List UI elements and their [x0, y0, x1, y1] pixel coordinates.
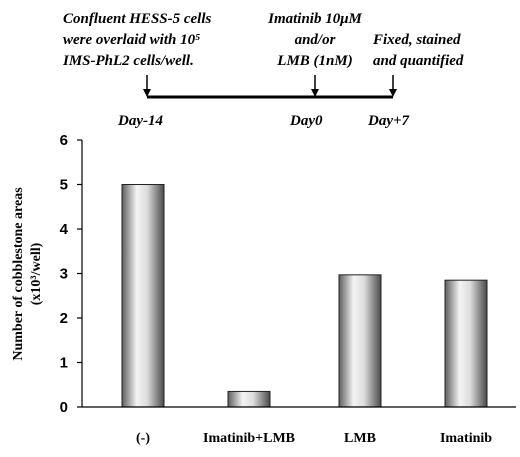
x-category-label: Imatinib+LMB: [203, 431, 295, 446]
x-category-label: LMB: [344, 431, 376, 446]
timeline-arrowhead-day-14: [143, 89, 151, 97]
x-category-label: (-): [136, 431, 150, 446]
note-seeding-line-3: IMS-PhL2 cells/well.: [62, 53, 194, 69]
y-tick-label: 5: [60, 177, 68, 194]
x-category-label: Imatinib: [440, 431, 492, 446]
y-axis-label-line-1: Number of cobblestone areas: [11, 187, 26, 361]
note-seeding-line-2: were overlaid with 10⁵: [63, 32, 200, 48]
y-tick-label: 6: [60, 132, 68, 149]
bar: [227, 390, 271, 408]
note-seeding-line-1: Confluent HESS-5 cells: [63, 11, 212, 27]
y-tick-label: 1: [60, 355, 68, 372]
day-label-plus-7: Day+7: [367, 113, 410, 129]
day-label-0: Day0: [289, 113, 323, 129]
note-treatment-line-3: LMB (1nM): [276, 53, 352, 69]
note-treatment-line-1: Imatinib 10μM: [267, 11, 362, 27]
y-tick-label: 4: [60, 221, 69, 238]
timeline: Confluent HESS-5 cells were overlaid wit…: [62, 11, 464, 129]
bar: [338, 274, 382, 408]
bar-chart: Number of cobblestone areas (x10³/well) …: [11, 132, 516, 446]
y-ticks: 0 1 2 3 4 5 6: [60, 132, 82, 416]
note-treatment-line-2: and/or: [295, 32, 336, 48]
y-tick-label: 2: [60, 310, 68, 327]
y-tick-label: 0: [60, 399, 68, 416]
timeline-arrowhead-day7: [389, 89, 397, 97]
y-axis-label-line-2: (x10³/well): [29, 242, 44, 305]
category-labels: (-) Imatinib+LMB LMB Imatinib: [136, 431, 492, 446]
note-endpoint-line-2: and quantified: [373, 53, 464, 69]
bar: [444, 279, 488, 408]
y-tick-label: 3: [60, 266, 68, 283]
note-endpoint-line-1: Fixed, stained: [372, 32, 461, 48]
day-label-minus-14: Day-14: [117, 113, 163, 129]
bar: [121, 184, 165, 408]
timeline-arrowhead-day0: [311, 89, 319, 97]
bars: [121, 184, 488, 408]
